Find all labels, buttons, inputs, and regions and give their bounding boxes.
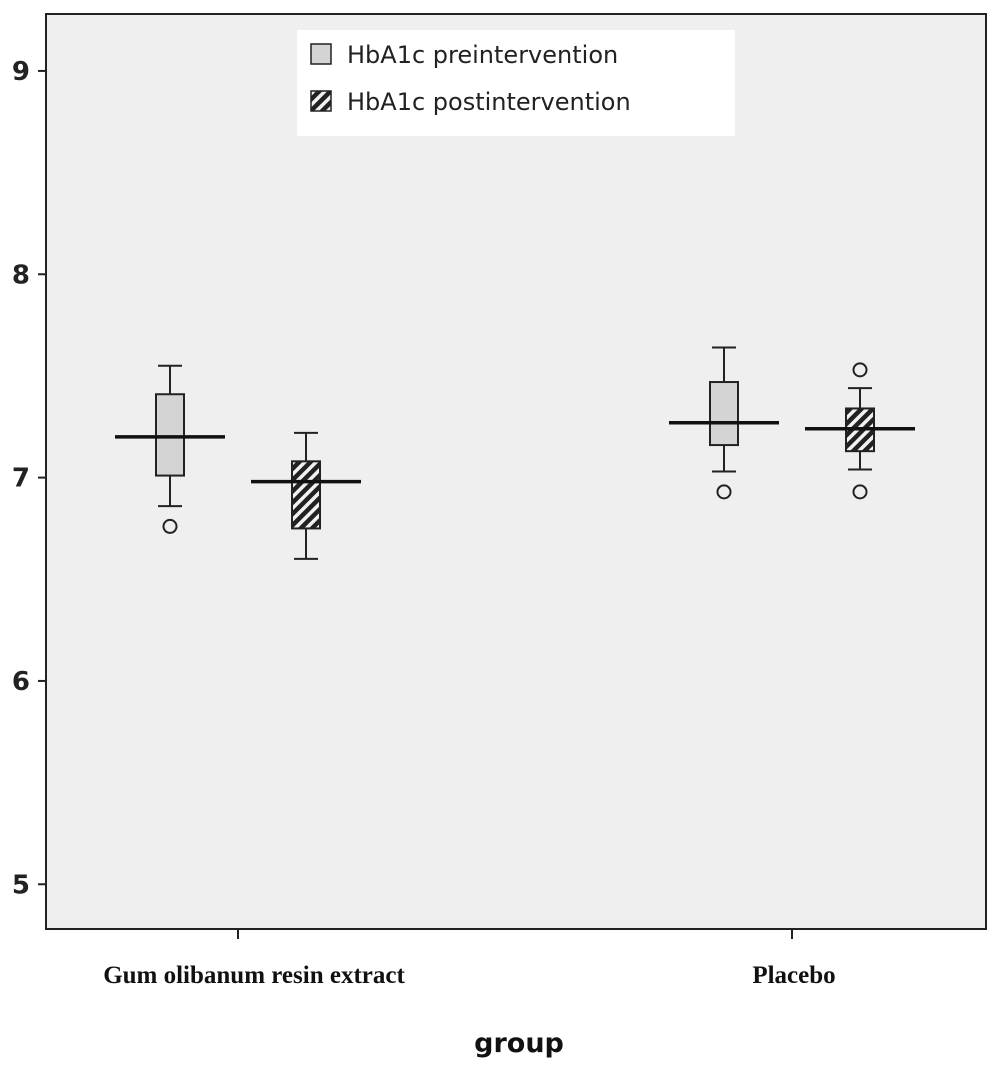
x-tick-label: Placebo [752,962,835,989]
legend-label: HbA1c preintervention [347,41,618,69]
x-tick-label: Gum olibanum resin extract [103,962,405,989]
y-tick-label: 9 [12,57,30,87]
y-tick-label: 7 [12,464,30,494]
legend-swatch [310,90,332,112]
y-axis: 5 6 7 8 9 [12,57,46,900]
legend-label: HbA1c postintervention [347,88,631,116]
box-pre [155,393,185,477]
outlier-point [716,484,732,500]
box-pre [709,381,739,447]
legend-swatch [310,43,332,65]
y-tick-label: 6 [12,667,30,697]
x-axis: Gum olibanum resin extract Placebo [103,929,836,989]
outlier-point [852,484,868,500]
outlier-point [162,518,178,534]
plot-area [45,13,987,930]
outlier-point [852,362,868,378]
y-tick-label: 8 [12,260,30,290]
legend-box [297,30,735,136]
x-axis-title: group [474,1028,564,1059]
y-tick-label: 5 [12,870,30,900]
box-post [291,460,321,530]
legend: HbA1c preintervention HbA1c postintervent… [297,30,735,136]
box-group [115,346,915,560]
